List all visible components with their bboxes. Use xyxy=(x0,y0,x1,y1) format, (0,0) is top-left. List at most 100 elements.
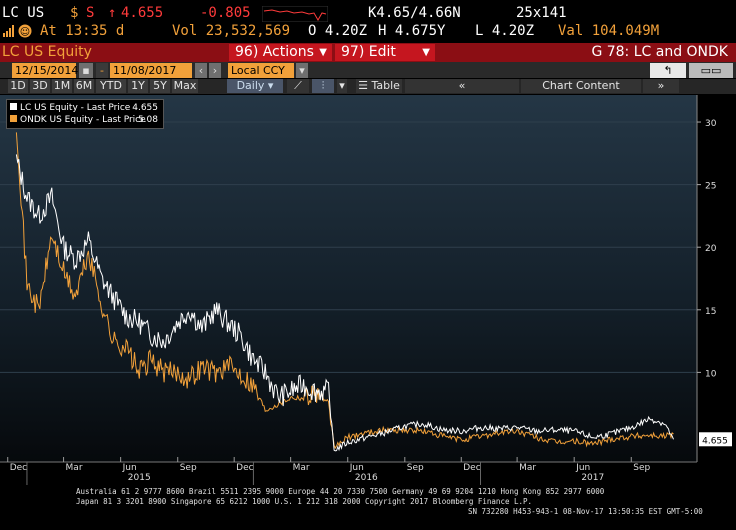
period-ytd-button[interactable]: YTD xyxy=(96,79,126,93)
legend-item-lc: LC US Equity - Last Price 4.655 xyxy=(10,102,160,114)
bid-ask-size: 25x141 xyxy=(516,5,567,21)
collapse-left-button[interactable]: « xyxy=(405,79,519,93)
security-name[interactable]: LC US Equity xyxy=(2,43,225,62)
x-year-label: 2017 xyxy=(581,473,604,483)
quote-line-1: LC US $ S ↑ 4.655 -0.805 K4.65/4.66N 25x… xyxy=(0,4,736,22)
footer-contacts-1: Australia 61 2 9777 8600 Brazil 5511 239… xyxy=(76,487,605,496)
frequency-select[interactable]: Daily ▾ xyxy=(227,79,283,93)
footer-contacts-2: Japan 81 3 3201 8900 Singapore 65 6212 1… xyxy=(76,497,533,506)
edit-label: 97) Edit xyxy=(341,44,396,60)
period-6m-button[interactable]: 6M xyxy=(74,79,94,93)
flag: S xyxy=(86,5,95,21)
series-line xyxy=(15,132,674,450)
undo-icon[interactable]: ↰ xyxy=(650,63,686,78)
x-tick-label: Mar xyxy=(519,463,536,473)
footer: Australia 61 2 9777 8600 Brazil 5511 239… xyxy=(0,487,736,530)
date-range-bar: 12/15/2014 ▪ - 11/08/2017 ‹ › Local CCY … xyxy=(0,62,736,78)
x-tick-label: Sep xyxy=(180,463,197,473)
x-tick-label: Jun xyxy=(122,463,137,473)
actions-menu-button[interactable]: 96) Actions ▼ xyxy=(229,44,332,61)
period-1m-button[interactable]: 1M xyxy=(52,79,72,93)
volume: Vol 23,532,569 xyxy=(172,23,291,39)
start-date-field[interactable]: 12/15/2014 xyxy=(12,63,78,78)
currency-select[interactable]: Local CCY xyxy=(228,63,294,78)
period-bar: 1D 3D 1M 6M YTD 1Y 5Y Max Daily ▾ ⟋ ⫶ ▾ … xyxy=(0,79,736,94)
y-tick-label: 15 xyxy=(705,307,716,317)
table-icon: ☰ xyxy=(358,79,368,92)
period-3d-button[interactable]: 3D xyxy=(30,79,50,93)
layout-toggle-icon[interactable]: ▭▭ xyxy=(689,63,733,78)
x-tick-label: Jun xyxy=(575,463,590,473)
x-tick-label: Dec xyxy=(463,463,480,473)
end-date-field[interactable]: 11/08/2017 xyxy=(110,63,192,78)
up-arrow-icon: ↑ xyxy=(108,5,117,21)
chevron-down-icon: ▾ xyxy=(267,79,274,92)
candlestick-icon[interactable]: ⫶ xyxy=(312,79,334,93)
y-axis: 10 15 20 25 30 xyxy=(696,95,717,462)
graph-title: G 78: LC and ONDK xyxy=(591,44,728,60)
price-chart[interactable]: 10 15 20 25 30 Dec Mar Jun Sep Dec Mar Jun Sep Dec Ma… xyxy=(0,95,736,487)
x-year-label: 2015 xyxy=(128,473,151,483)
alert-icon[interactable]: ☺ xyxy=(18,24,32,38)
table-label: Table xyxy=(371,79,400,92)
currency-label: Local CCY xyxy=(231,64,285,77)
last-price-tag: 4.655 xyxy=(699,432,732,447)
x-tick-label: Mar xyxy=(293,463,310,473)
legend-value: 4.655 xyxy=(132,103,158,113)
footer-session: SN 732280 H453-943-1 08-Nov-17 13:50:35 … xyxy=(468,507,703,516)
legend-label: ONDK US Equity - Last Price xyxy=(20,115,146,125)
legend-value: 5.08 xyxy=(137,115,158,125)
chevron-down-icon[interactable]: ▾ xyxy=(296,63,308,78)
legend-item-ondk: ONDK US Equity - Last Price 5.08 xyxy=(10,114,160,126)
ticker[interactable]: LC US xyxy=(2,5,45,21)
function-bar: LC US Equity 96) Actions ▼ 97) Edit ▼ G … xyxy=(0,43,736,62)
net-change: -0.805 xyxy=(200,5,251,21)
last-price-tag-box xyxy=(699,432,732,447)
x-tick-label: Sep xyxy=(633,463,650,473)
quote-line-2: ☺ At 13:35 d Vol 23,532,569 O 4.20Z H 4.… xyxy=(0,22,736,40)
svg-text:☺: ☺ xyxy=(20,27,30,38)
chevron-down-icon: ▼ xyxy=(319,47,327,58)
series-lines xyxy=(15,132,674,452)
double-chevron-right-icon[interactable]: » xyxy=(643,79,679,93)
chart-content-button[interactable]: Chart Content xyxy=(521,79,641,93)
intraday-sparkline-icon xyxy=(262,6,328,22)
line-chart-icon[interactable]: ⟋ xyxy=(287,79,309,93)
next-arrow-icon[interactable]: › xyxy=(209,63,221,78)
x-tick-label: Dec xyxy=(236,463,253,473)
edit-menu-button[interactable]: 97) Edit ▼ xyxy=(335,44,435,61)
x-axis: Dec Mar Jun Sep Dec Mar Jun Sep Dec Mar Jun Sep 2015… xyxy=(0,457,697,485)
legend-swatch xyxy=(10,103,17,110)
legend-swatch xyxy=(10,115,17,122)
y-tick-label: 30 xyxy=(705,119,717,129)
frequency-label: Daily xyxy=(236,79,265,92)
bid-ask: K4.65/4.66N xyxy=(368,5,461,21)
x-tick-label: Sep xyxy=(407,463,424,473)
y-tick-label: 25 xyxy=(705,182,716,192)
period-1y-button[interactable]: 1Y xyxy=(128,79,148,93)
y-tick-label: 20 xyxy=(705,244,717,254)
grid xyxy=(0,121,697,373)
prev-arrow-icon[interactable]: ‹ xyxy=(195,63,207,78)
low-price: L 4.20Z xyxy=(475,23,535,39)
plot-background xyxy=(0,95,697,462)
double-chevron-left-icon: « xyxy=(458,79,466,92)
chevron-down-icon[interactable]: ▾ xyxy=(337,79,347,93)
table-button[interactable]: ☰ Table xyxy=(356,79,402,93)
x-tick-label: Dec xyxy=(10,463,27,473)
x-tick-label: Jun xyxy=(349,463,364,473)
period-1d-button[interactable]: 1D xyxy=(8,79,28,93)
calendar-icon[interactable]: ▪ xyxy=(79,63,93,78)
series-line xyxy=(15,154,674,452)
period-5y-button[interactable]: 5Y xyxy=(150,79,170,93)
x-year-label: 2016 xyxy=(355,473,378,483)
dash-separator: - xyxy=(96,63,108,78)
chart-legend[interactable]: LC US Equity - Last Price 4.655 ONDK US … xyxy=(6,99,164,129)
last-price-tag-label: 4.655 xyxy=(702,436,728,446)
chevron-down-icon: ▼ xyxy=(422,47,430,58)
value-traded: Val 104.049M xyxy=(558,23,660,39)
actions-label: 96) Actions xyxy=(235,44,314,60)
signal-bars-icon xyxy=(3,25,14,37)
high-price: H 4.675Y xyxy=(378,23,446,39)
period-max-button[interactable]: Max xyxy=(172,79,198,93)
